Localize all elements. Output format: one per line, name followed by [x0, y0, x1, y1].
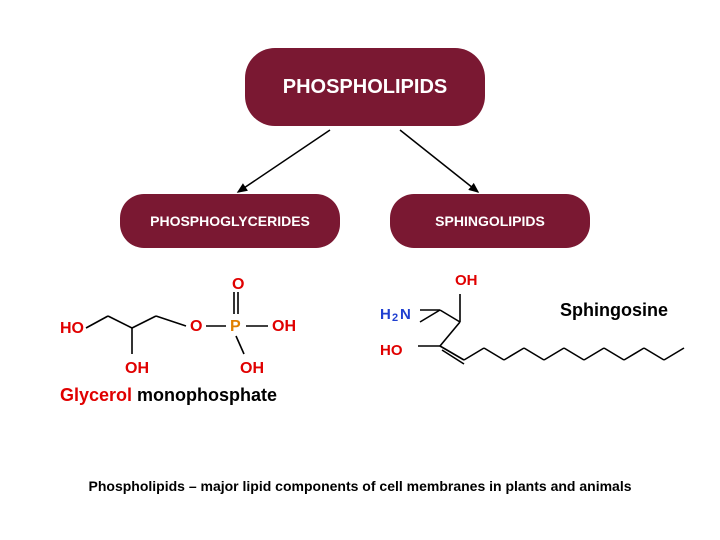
atom-oh-right: OH [272, 318, 296, 336]
atom-p: P [230, 318, 241, 336]
label-glycerol: Glycerol monophosphate [60, 385, 277, 406]
atom-s-h2n-2: 2 [392, 312, 398, 324]
atom-s-h2n-n: N [400, 306, 411, 323]
atom-ho1: HO [60, 320, 84, 338]
atom-s-ho-left: HO [380, 342, 403, 359]
glycerol-structure [0, 250, 360, 450]
arrow-left [238, 130, 330, 192]
sphingosine-structure [360, 250, 720, 450]
atom-oh-bot-p: OH [240, 360, 264, 378]
arrow-right [400, 130, 478, 192]
atom-oh-mid: OH [125, 360, 149, 378]
atom-s-oh-top: OH [455, 272, 478, 289]
caption-text: Phospholipids – major lipid components o… [0, 478, 720, 494]
atom-o-bridge: O [190, 318, 202, 336]
label-glycerol-word: Glycerol [60, 385, 132, 405]
atom-o-top: O [232, 276, 244, 294]
atom-s-h2n-h: H [380, 306, 391, 323]
label-sphingosine: Sphingosine [560, 300, 668, 321]
label-monophosphate-word: monophosphate [132, 385, 277, 405]
